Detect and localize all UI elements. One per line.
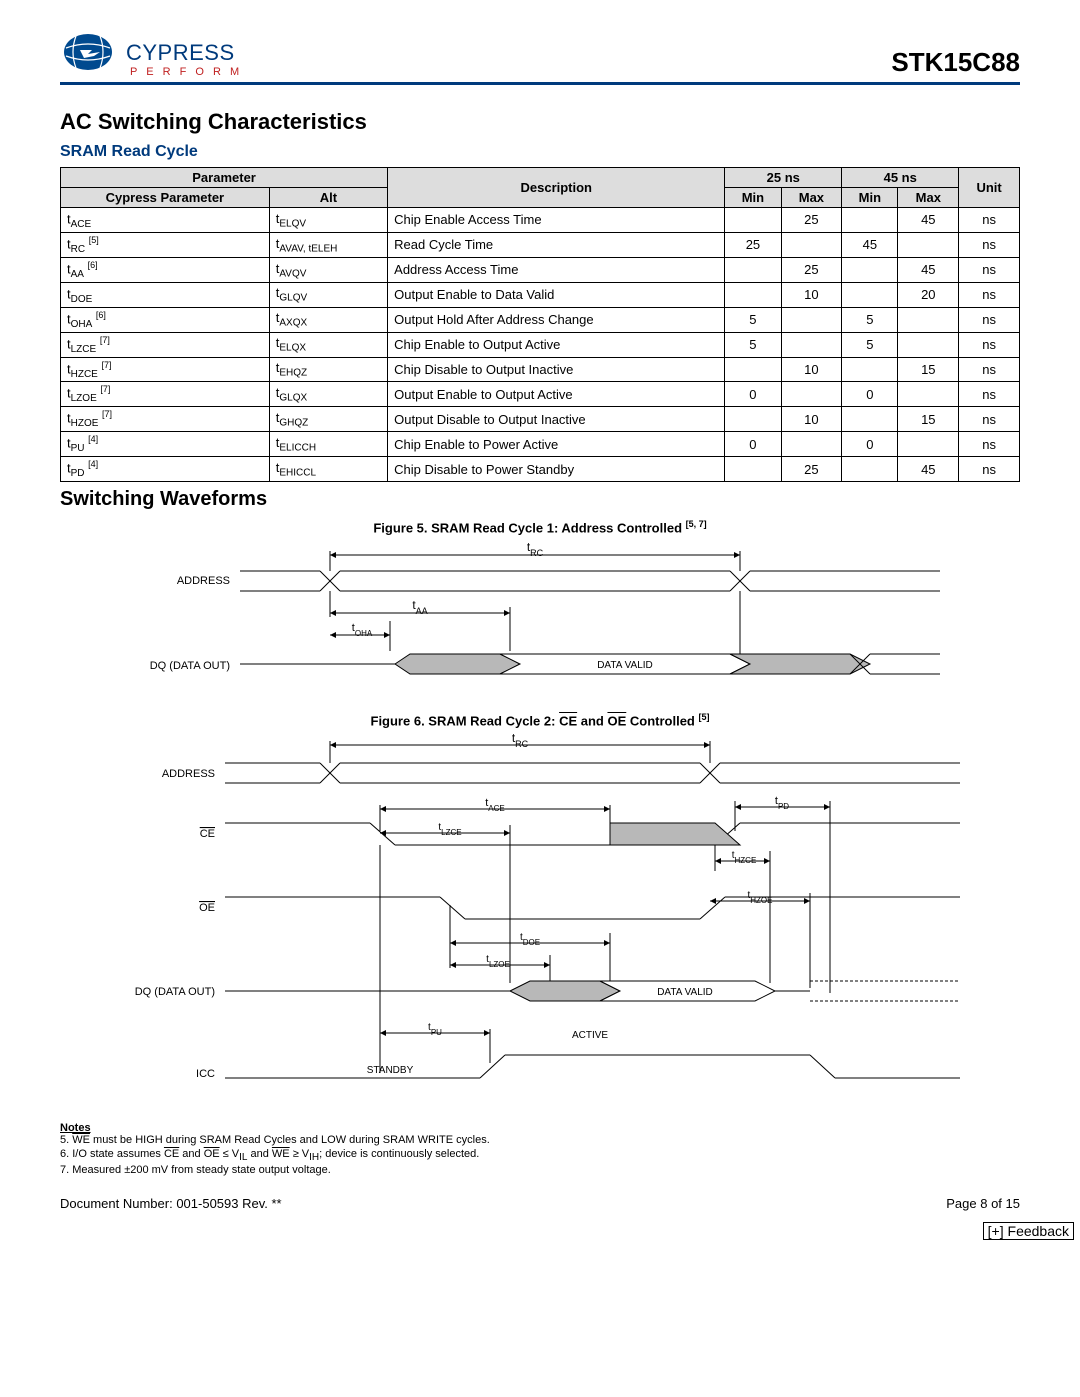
svg-text:tRC: tRC — [527, 540, 544, 558]
note-5: 5. WE must be HIGH during SRAM Read Cycl… — [60, 1134, 1020, 1148]
th-25ns: 25 ns — [725, 168, 842, 188]
table-row: tAA [6]tAVQVAddress Access Time2545ns — [61, 257, 1020, 282]
table-row: tPU [4]tELICCHChip Enable to Power Activ… — [61, 432, 1020, 457]
th-parameter: Parameter — [61, 168, 388, 188]
table-row: tLZOE [7]tGLQXOutput Enable to Output Ac… — [61, 382, 1020, 407]
table-row: tACE tELQVChip Enable Access Time2545ns — [61, 208, 1020, 233]
note-6: 6. I/O state assumes CE and OE ≤ VIL and… — [60, 1148, 1020, 1165]
svg-text:tLZCE: tLZCE — [438, 822, 461, 837]
page-header: CYPRESS P E R F O R M STK15C88 — [60, 30, 1020, 85]
part-number: STK15C88 — [891, 47, 1020, 78]
table-row: tRC [5]tAVAV, tELEHRead Cycle Time2545ns — [61, 232, 1020, 257]
svg-text:tLZOE: tLZOE — [486, 954, 510, 969]
svg-text:tHZCE: tHZCE — [732, 850, 757, 865]
figure6-waveform: ADDRESS tRC CE — [60, 733, 1020, 1108]
feedback-link[interactable]: [+] Feedback — [0, 1223, 1080, 1239]
svg-text:ICC: ICC — [196, 1068, 215, 1080]
logo-globe-icon — [60, 30, 120, 78]
svg-text:tPU: tPU — [428, 1022, 442, 1037]
figure6-title: Figure 6. SRAM Read Cycle 2: CE and OE C… — [60, 712, 1020, 728]
svg-text:DQ (DATA OUT): DQ (DATA OUT) — [135, 986, 215, 998]
figure5-waveform: ADDRESS tRC tAA tOHA DQ (DATA OUT) — [60, 539, 1020, 704]
note-7: 7. Measured ±200 mV from steady state ou… — [60, 1164, 1020, 1178]
label-address: ADDRESS — [177, 575, 230, 587]
svg-text:CE: CE — [200, 828, 215, 840]
page-footer: Document Number: 001-50593 Rev. ** Page … — [60, 1196, 1020, 1211]
th-cypress: Cypress Parameter — [61, 188, 270, 208]
svg-text:tOHA: tOHA — [352, 622, 373, 638]
th-min25: Min — [725, 188, 781, 208]
svg-text:ACTIVE: ACTIVE — [572, 1030, 608, 1041]
th-45ns: 45 ns — [842, 168, 959, 188]
table-row: tLZCE [7]tELQXChip Enable to Output Acti… — [61, 332, 1020, 357]
th-unit: Unit — [959, 168, 1020, 208]
svg-text:DQ (DATA OUT): DQ (DATA OUT) — [150, 660, 230, 672]
th-max25: Max — [781, 188, 842, 208]
svg-text:DATA VALID: DATA VALID — [597, 660, 653, 671]
table-row: tHZOE [7]tGHQZOutput Disable to Output I… — [61, 407, 1020, 432]
sram-read-cycle-heading: SRAM Read Cycle — [60, 143, 1020, 161]
svg-text:tHZOE: tHZOE — [747, 890, 772, 905]
logo-sub-text: P E R F O R M — [130, 66, 242, 78]
notes-heading: Notes — [60, 1122, 1020, 1134]
th-max45: Max — [898, 188, 959, 208]
svg-text:tDOE: tDOE — [520, 932, 540, 947]
th-min45: Min — [842, 188, 898, 208]
th-description: Description — [388, 168, 725, 208]
svg-text:STANDBY: STANDBY — [367, 1065, 414, 1076]
figure5-title: Figure 5. SRAM Read Cycle 1: Address Con… — [60, 519, 1020, 535]
switching-waveforms-heading: Switching Waveforms — [60, 488, 1020, 511]
svg-text:tRC: tRC — [512, 733, 529, 749]
table-row: tHZCE [7]tEHQZChip Disable to Output Ina… — [61, 357, 1020, 382]
logo: CYPRESS P E R F O R M — [60, 30, 242, 78]
doc-number: Document Number: 001-50593 Rev. ** — [60, 1196, 282, 1211]
svg-text:tACE: tACE — [485, 797, 505, 813]
logo-main-text: CYPRESS — [126, 40, 242, 66]
notes-section: Notes 5. WE must be HIGH during SRAM Rea… — [60, 1122, 1020, 1178]
th-alt: Alt — [269, 188, 387, 208]
table-row: tPD [4]tEHICCLChip Disable to Power Stan… — [61, 457, 1020, 482]
params-table: Parameter Description 25 ns 45 ns Unit C… — [60, 167, 1020, 482]
svg-text:DATA VALID: DATA VALID — [657, 987, 713, 998]
svg-text:OE: OE — [199, 902, 215, 914]
svg-text:tPD: tPD — [775, 795, 789, 811]
table-row: tDOE tGLQVOutput Enable to Data Valid102… — [61, 282, 1020, 307]
table-row: tOHA [6]tAXQXOutput Hold After Address C… — [61, 307, 1020, 332]
svg-text:ADDRESS: ADDRESS — [162, 768, 215, 780]
page-number: Page 8 of 15 — [946, 1196, 1020, 1211]
ac-characteristics-heading: AC Switching Characteristics — [60, 109, 1020, 135]
